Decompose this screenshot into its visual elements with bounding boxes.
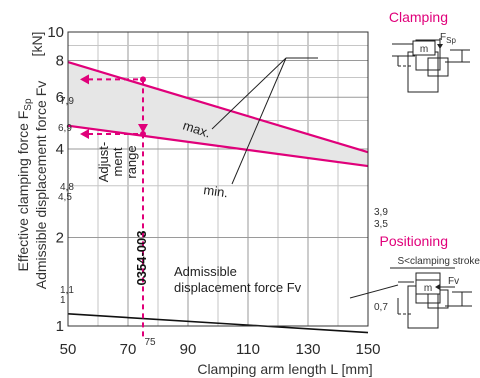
product-code: 0354-003 [134, 231, 149, 286]
x-ticks: 50 70 90 110 130 150 [60, 341, 381, 358]
marker-group [80, 74, 148, 340]
marker-point-min [140, 130, 146, 137]
pos-mass-label: m [424, 283, 432, 294]
min-left-label: 4,8 [60, 182, 74, 193]
clamping-title: Clamping [389, 9, 448, 25]
positioning-diagram: Positioning S<clamping stroke m Fv [380, 233, 480, 329]
y-axis-label-1: Effective clamping force FSp [15, 98, 34, 271]
clamp-mass-label: m [420, 44, 428, 55]
arrow-max-icon [80, 74, 89, 85]
marker-point-max [140, 76, 146, 83]
band-label-2: ment [110, 147, 125, 176]
x-tick-label: 90 [180, 341, 197, 358]
marker-max-label: 6,9 [58, 123, 72, 134]
y-tick-label: 8 [56, 52, 64, 69]
positioning-title: Positioning [380, 233, 449, 249]
marker-x-label: 75 [144, 337, 156, 348]
leader-disp [349, 284, 399, 299]
arrow-min-icon [80, 128, 89, 139]
x-tick-label: 110 [236, 341, 260, 358]
clamping-diagram: Clamping m FSp [389, 9, 470, 93]
series-line-0 [67, 61, 369, 154]
y-ticks: 1 2 4 6 8 10 [47, 24, 64, 335]
y-tick-label: 10 [47, 24, 64, 41]
y-tick-label: 2 [56, 229, 64, 246]
clamp-force-arrowhead-icon [437, 44, 443, 49]
leader-min [231, 57, 287, 185]
y-tick-label: 1 [56, 318, 64, 335]
x-tick-label: 50 [60, 341, 77, 358]
disp-right-label: 0,7 [374, 302, 388, 313]
x-tick-label: 130 [295, 341, 320, 358]
y-axis-unit: [kN] [29, 32, 45, 57]
x-axis-label: Clamping arm length L [mm] [197, 361, 372, 377]
pos-force-label: Fv [448, 276, 459, 287]
max-left-label: 7,9 [60, 96, 74, 107]
series-line-2 [67, 313, 369, 334]
adjustment-band [68, 62, 368, 167]
min-series-name: min. [203, 182, 229, 200]
y-axis-label-2: Admissible displacement force Fv [33, 81, 49, 290]
y-tick-label: 6 [56, 89, 64, 106]
series-group [67, 61, 369, 334]
max-right-label: 3,9 [374, 207, 388, 218]
band-label-3: range [124, 145, 139, 178]
y-tick-label: 4 [56, 141, 64, 158]
pos-force-arrowhead-icon [435, 284, 440, 290]
plot-border [67, 31, 369, 327]
min-right-label: 3,5 [374, 219, 388, 230]
clamp-force-label: FSp [440, 32, 456, 45]
clamp-piston [427, 57, 449, 77]
disp-series-name-1: Admissible [174, 264, 237, 279]
x-tick-label: 70 [120, 341, 137, 358]
disp-left-label: 1,1 [60, 285, 74, 296]
clamp-mass-block [412, 40, 436, 56]
series-line-1 [67, 124, 369, 168]
x-tick-label: 150 [355, 341, 380, 358]
disp-series-name-2: displacement force Fv [174, 280, 302, 295]
band-label-1: Adjust- [96, 142, 111, 182]
leader-max [211, 57, 287, 130]
positioning-stroke-label: S<clamping stroke [397, 256, 480, 267]
disp-extra-label: 1 [60, 295, 66, 306]
arrow-down-icon [138, 123, 148, 133]
marker-min-label: 4,5 [58, 192, 72, 203]
